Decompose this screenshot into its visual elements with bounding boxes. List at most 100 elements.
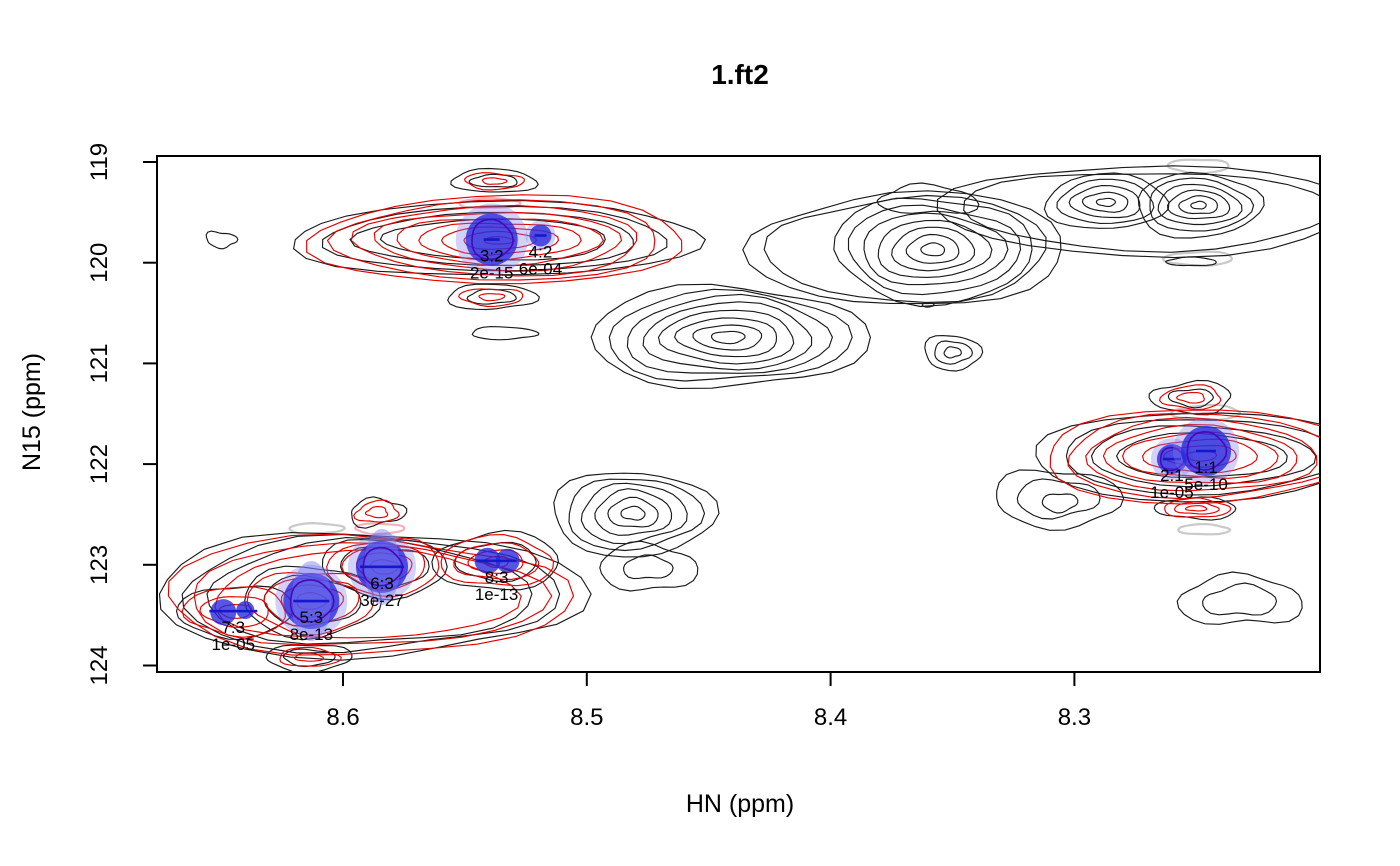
peak-marker-4:2 [525, 220, 556, 251]
contour-gray [1161, 250, 1234, 268]
peak-ring [471, 218, 515, 261]
contour-black [1035, 412, 1320, 503]
contour-red [326, 537, 440, 598]
contour-black [206, 537, 533, 645]
contour-gray [1169, 403, 1242, 422]
x-axis-title: HN (ppm) [686, 790, 794, 818]
x-tick-label: 8.5 [570, 704, 603, 731]
contour-red [167, 533, 575, 656]
x-tick-label: 8.6 [326, 704, 359, 731]
contour-black [1202, 582, 1278, 616]
contour-red [478, 293, 506, 302]
peak-marker-8:3 [474, 547, 520, 574]
contour-red [306, 194, 683, 285]
contour-black [623, 554, 674, 580]
peak-marker-5:3 [275, 561, 348, 642]
contour-black [553, 472, 720, 558]
peak-pvalue-label: 2e-15 [470, 264, 513, 283]
contour-black [877, 219, 993, 278]
contour-red [364, 506, 389, 519]
peak-marker-1:1 [1173, 418, 1240, 485]
peak-pvalue-label: 3e-27 [360, 591, 403, 610]
contour-pink [354, 522, 406, 536]
contour-gray [1177, 522, 1232, 536]
contour-black [620, 505, 646, 521]
contour-black [1090, 425, 1317, 488]
contour-black [763, 194, 1047, 303]
contour-black [924, 335, 984, 372]
contour-black [1043, 172, 1170, 229]
contour-black [158, 532, 592, 661]
peak-marker-7:3 [209, 599, 258, 626]
contour-black [205, 230, 239, 250]
contour-red [246, 572, 375, 636]
contour-black [431, 529, 559, 591]
contour-black [936, 165, 1320, 259]
contour-black [891, 226, 976, 272]
contour-red [373, 211, 623, 272]
y-tick-label: 123 [86, 545, 113, 585]
contour-black [934, 340, 973, 365]
contour-red [1102, 423, 1298, 484]
contour-black [1137, 171, 1265, 239]
contour-black [590, 283, 872, 389]
peak-id-label: 5:3 [299, 608, 323, 627]
contour-black [1095, 197, 1116, 207]
peak-id-label: 7:3 [221, 618, 245, 637]
peak-pvalue-label: 5e-10 [1184, 475, 1227, 494]
contour-red [181, 586, 286, 638]
contour-black [833, 197, 1033, 308]
peak-pvalue-label: 1e-13 [475, 585, 518, 604]
contour-black [471, 326, 540, 341]
contour-black [1164, 256, 1217, 267]
contour-black [1065, 419, 1320, 496]
peak-pvalue-label: 8e-13 [290, 625, 333, 644]
contour-black [1115, 432, 1288, 478]
contour-black [876, 182, 980, 214]
peak-marker-layer [209, 203, 1240, 642]
contour-black [1178, 195, 1218, 215]
contour-black [626, 293, 834, 374]
peak-id-label: 3:2 [480, 247, 504, 266]
contour-black [1190, 200, 1207, 210]
plot-border [156, 155, 1321, 673]
contour-black [568, 478, 706, 552]
y-tick-label: 119 [86, 143, 113, 181]
axes: 8.6 8.5 8.4 8.3 119 120 121 122 123 124 [86, 143, 1091, 731]
contour-black [282, 648, 336, 668]
contour-black [379, 218, 606, 261]
contour-black [594, 488, 673, 536]
contour-black [265, 644, 353, 672]
contour-red [463, 172, 525, 191]
contour-black [1148, 379, 1232, 416]
contour-red [458, 288, 524, 308]
contour-black [943, 346, 962, 359]
contour-red [1121, 431, 1279, 479]
contour-red [1184, 505, 1208, 512]
page-title: 1.ft2 [711, 59, 769, 90]
x-tick-label: 8.3 [1058, 704, 1091, 731]
y-tick-label: 124 [86, 645, 113, 685]
contour-black [321, 539, 448, 601]
peak-id-label: 6:3 [370, 574, 394, 593]
contour-black [711, 330, 746, 345]
contour-black [339, 546, 430, 590]
contour-black [450, 167, 539, 193]
y-tick-label: 121 [86, 343, 113, 383]
contour-red [1175, 392, 1205, 404]
contour-red [326, 199, 656, 281]
contour-red [1173, 501, 1220, 515]
contour-black [692, 324, 763, 351]
peak-label-layer: 3:22e-154:26e-042:11e-051:15e-106:33e-27… [212, 243, 1228, 655]
contour-black [321, 205, 668, 272]
contour-red [279, 646, 342, 667]
contour-red [294, 652, 325, 662]
contour-black [1167, 189, 1231, 220]
peak-id-label: 1:1 [1194, 458, 1218, 477]
contour-black [1041, 493, 1079, 514]
contour-black [599, 540, 699, 592]
y-tick-label: 120 [86, 243, 113, 283]
x-tick-label: 8.4 [814, 704, 847, 731]
